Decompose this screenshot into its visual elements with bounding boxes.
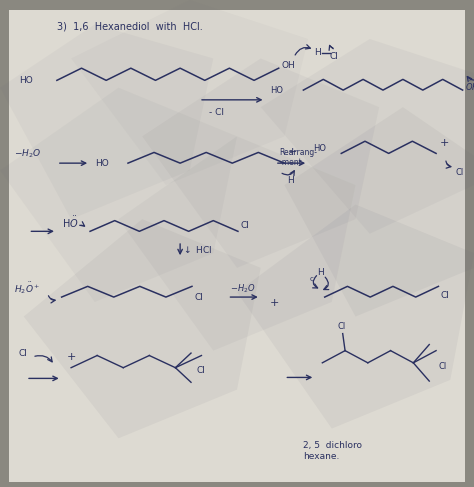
Text: HO: HO: [270, 86, 283, 94]
Text: H$\ddot{O}$: H$\ddot{O}$: [62, 215, 78, 230]
Text: HO: HO: [19, 76, 33, 85]
Text: Cl: Cl: [240, 221, 249, 230]
Text: H: H: [318, 268, 324, 277]
Polygon shape: [142, 58, 379, 268]
Text: OH: OH: [281, 61, 295, 70]
Polygon shape: [118, 136, 356, 351]
Text: Cl: Cl: [19, 349, 28, 357]
Text: HO: HO: [313, 144, 326, 153]
Text: HO: HO: [95, 159, 109, 168]
Text: $-H_2O$: $-H_2O$: [230, 282, 255, 295]
Text: Cl: Cl: [194, 293, 203, 301]
Text: Cl: Cl: [197, 366, 206, 375]
Text: Cl: Cl: [456, 169, 464, 177]
Polygon shape: [24, 219, 261, 438]
Polygon shape: [237, 205, 474, 429]
Polygon shape: [284, 107, 474, 317]
Text: hexane.: hexane.: [303, 452, 340, 461]
Text: +: +: [440, 138, 449, 148]
Text: +: +: [270, 298, 280, 308]
Text: Cl: Cl: [338, 322, 346, 331]
Text: c: c: [310, 276, 313, 281]
Text: Cl: Cl: [441, 291, 450, 300]
Text: -ment: -ment: [280, 158, 302, 167]
Text: 3)  1,6  Hexanediol  with  HCl.: 3) 1,6 Hexanediol with HCl.: [57, 22, 202, 32]
Polygon shape: [0, 88, 237, 302]
Text: H: H: [287, 176, 293, 185]
Polygon shape: [261, 39, 474, 234]
Text: $H_2\ddot{O}^+$: $H_2\ddot{O}^+$: [14, 281, 40, 296]
Text: +: +: [288, 148, 298, 157]
Text: +: +: [66, 352, 76, 362]
Text: - Cl: - Cl: [209, 108, 224, 116]
Text: $\downarrow$ HCl: $\downarrow$ HCl: [182, 244, 213, 255]
Text: Rearrang-: Rearrang-: [280, 148, 318, 157]
Text: $\dot{O}H_2$: $\dot{O}H_2$: [465, 80, 474, 95]
Text: 2, 5  dichloro: 2, 5 dichloro: [303, 441, 362, 450]
Text: Cl: Cl: [330, 52, 339, 60]
Polygon shape: [0, 24, 213, 219]
Text: $-H_2O$: $-H_2O$: [14, 147, 42, 160]
Text: H: H: [314, 48, 321, 57]
Text: Cl: Cl: [438, 362, 447, 371]
